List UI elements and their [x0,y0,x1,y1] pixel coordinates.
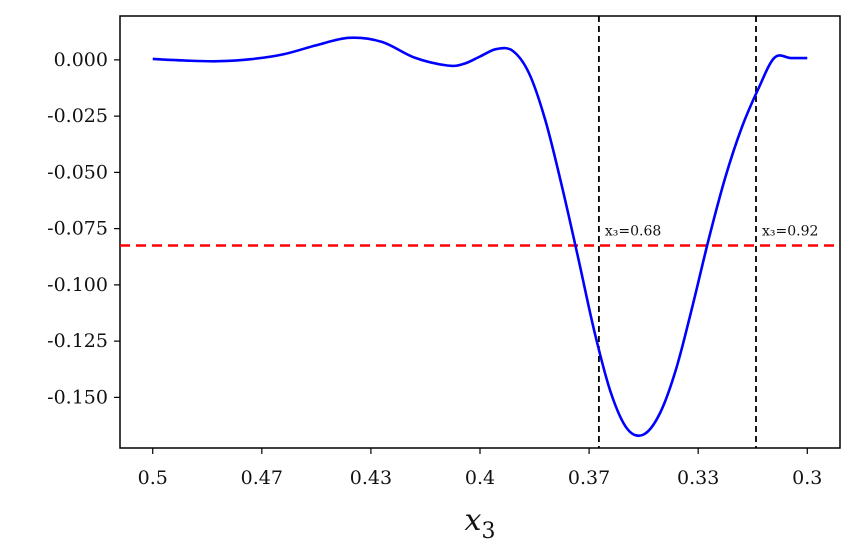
y-tick-label: -0.125 [47,330,108,352]
y-tick-label: -0.075 [47,218,108,240]
y-tick-label: -0.025 [47,105,108,127]
x-tick-label: 0.33 [677,467,719,489]
marker-label-2: x₃=0.92 [762,224,818,240]
x-tick-label: 0.47 [241,467,283,489]
y-axis: 0.000 -0.025 -0.050 -0.075 -0.100 -0.125 -0.15… [47,49,120,408]
x-tick-label: 0.3 [792,467,822,489]
y-tick-label: -0.050 [47,161,108,183]
plot-area [119,15,841,449]
x-tick-label: 0.4 [465,467,495,489]
x-axis-title: x3 [465,503,496,544]
y-tick-label: -0.100 [47,274,108,296]
series-line-1 [152,36,808,438]
y-tick-label: -0.150 [47,386,108,408]
x-axis: 0.5 0.47 0.43 0.4 0.37 0.33 0.3 [138,448,822,489]
y-tick-label: 0.000 [54,49,108,71]
x-axis-title-sub: 3 [481,519,495,544]
plot-marks: x₃=0.68 x₃=0.92 [120,16,840,448]
x-tick-label: 0.43 [350,467,392,489]
x-tick-label: 0.37 [568,467,610,489]
x-tick-label: 0.5 [138,467,168,489]
x-axis-title-main: x [465,503,482,538]
marker-label-1: x₃=0.68 [605,224,661,240]
